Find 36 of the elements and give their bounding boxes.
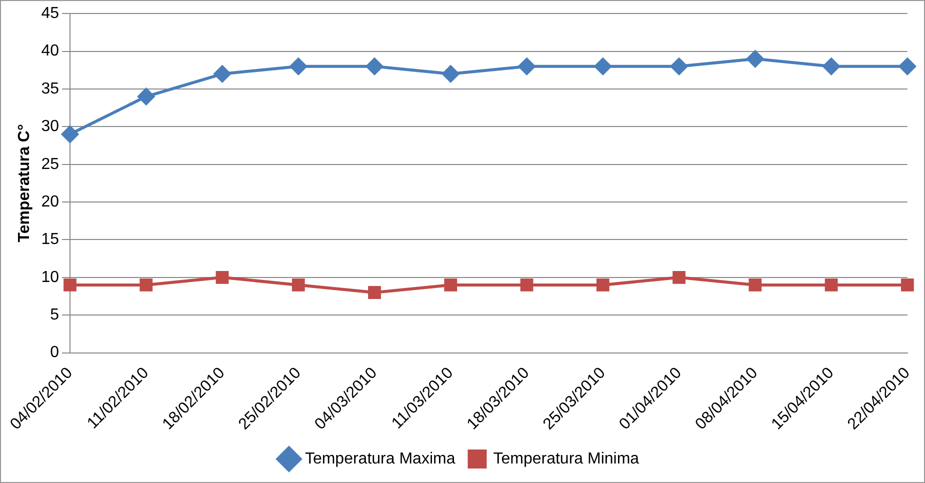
y-tick-label: 40 [41, 42, 60, 60]
point [216, 270, 229, 284]
point [824, 278, 838, 292]
y-tick-label: 45 [41, 5, 60, 22]
point [290, 58, 307, 75]
point [292, 278, 305, 292]
y-tick-label: 20 [41, 193, 60, 210]
point [368, 286, 381, 299]
point [61, 126, 78, 143]
point [898, 58, 916, 75]
y-tick-label: 0 [50, 344, 60, 362]
point [900, 278, 914, 292]
point [520, 278, 534, 292]
y-tick-label: 10 [41, 268, 60, 286]
point [746, 50, 764, 68]
point [366, 58, 384, 75]
legend-label: Temperatura Maxima [304, 450, 456, 468]
y-tick-label: 25 [41, 156, 60, 173]
point [138, 88, 155, 106]
y-tick-label: 30 [41, 118, 60, 136]
point [748, 278, 762, 292]
point [444, 278, 458, 292]
point [670, 58, 688, 75]
point [214, 65, 231, 82]
point [518, 58, 536, 75]
point [596, 278, 610, 292]
y-tick-label: 35 [41, 80, 60, 98]
y-tick-label: 15 [41, 231, 60, 248]
y-axis-title: Temperatura C° [16, 124, 34, 242]
point [442, 65, 460, 82]
y-tick-label: 5 [50, 306, 60, 324]
point [594, 58, 612, 75]
point [672, 270, 686, 284]
point [822, 58, 840, 75]
point [140, 278, 153, 292]
legend-label: Temperatura Minima [493, 450, 640, 468]
